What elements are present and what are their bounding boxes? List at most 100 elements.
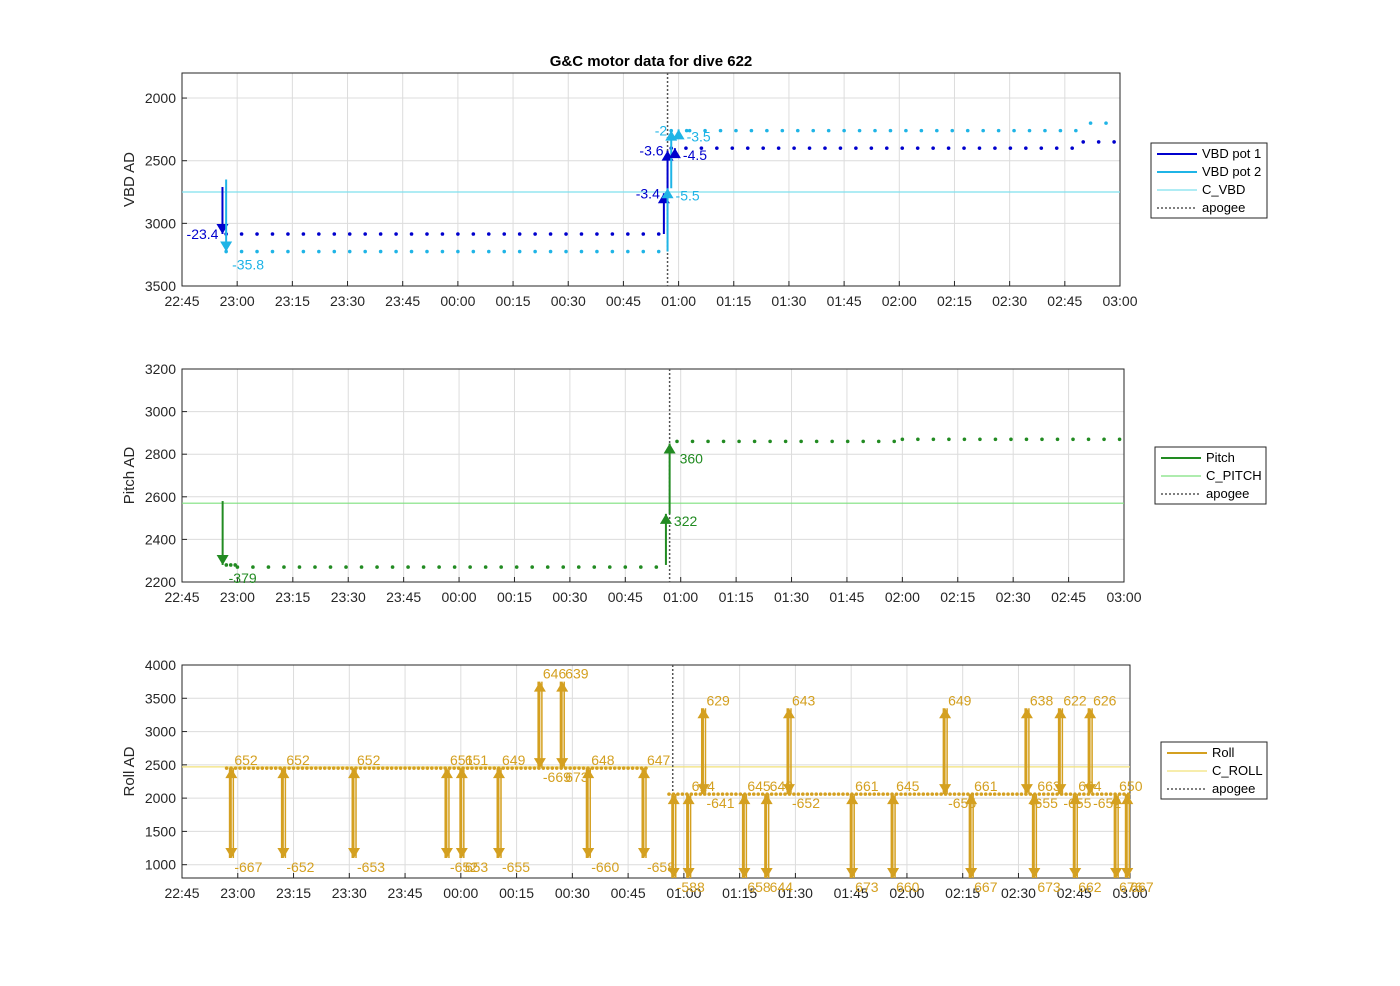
x-tick-label: 00:15 <box>499 885 534 901</box>
data-point <box>818 792 823 796</box>
y-tick-label: 2800 <box>145 446 176 462</box>
data-point <box>530 565 535 569</box>
y-tick-label: 2200 <box>145 574 176 590</box>
data-point <box>607 565 612 569</box>
roll-max-label: 638 <box>1030 692 1054 708</box>
x-tick-label: 22:45 <box>164 293 199 309</box>
data-point <box>978 437 982 442</box>
motor-move-label: -3.5 <box>687 128 711 144</box>
data-point <box>1064 792 1068 796</box>
data-point <box>465 766 470 770</box>
roll-down-arrowhead <box>637 848 650 859</box>
data-point <box>576 565 581 569</box>
x-tick-label: 01:45 <box>829 589 864 605</box>
data-point <box>783 792 787 796</box>
x-tick-label: 23:45 <box>385 293 420 309</box>
x-tick-label: 23:00 <box>220 589 255 605</box>
data-point <box>514 766 519 770</box>
roll-up-arrowhead <box>533 681 546 692</box>
data-point <box>409 249 414 254</box>
data-point <box>1001 792 1006 796</box>
roll-min-label: 662 <box>1078 879 1102 895</box>
data-point <box>807 146 812 150</box>
data-point <box>398 766 403 770</box>
data-point <box>286 232 290 236</box>
data-point <box>505 766 510 770</box>
roll-up-arrowhead <box>667 794 680 805</box>
data-point <box>845 792 850 796</box>
x-tick-label: 02:45 <box>1057 885 1092 901</box>
data-point <box>389 766 394 770</box>
data-point <box>639 565 643 569</box>
x-tick-label: 00:45 <box>606 293 641 309</box>
motor-move-label: -4.5 <box>683 147 707 163</box>
data-point <box>1019 792 1024 796</box>
data-point <box>656 232 661 236</box>
data-point <box>845 439 850 444</box>
data-point <box>233 766 238 770</box>
data-point <box>533 249 537 254</box>
data-point <box>282 565 286 569</box>
data-point <box>519 766 523 770</box>
data-point <box>363 249 367 254</box>
data-point <box>421 565 426 569</box>
data-point <box>703 128 707 133</box>
data-point <box>993 146 997 150</box>
roll-up-arrowhead <box>1054 708 1067 719</box>
roll-down-arrowhead <box>455 848 468 859</box>
y-axis-label: Roll AD <box>121 746 138 796</box>
legend-entry-label: Roll <box>1212 745 1235 760</box>
data-point <box>502 249 507 254</box>
data-point <box>501 766 506 770</box>
x-tick-label: 00:45 <box>608 589 643 605</box>
data-point <box>776 146 781 150</box>
data-point <box>579 249 584 254</box>
roll-up-arrowhead <box>1110 794 1123 805</box>
data-point <box>1040 437 1044 442</box>
roll-up-arrowhead <box>637 768 650 779</box>
data-point <box>957 792 961 796</box>
data-point <box>630 766 635 770</box>
data-point <box>996 128 1001 133</box>
x-tick-label: 23:15 <box>275 293 310 309</box>
data-point <box>345 766 349 770</box>
data-point <box>228 563 233 567</box>
data-point <box>919 128 924 133</box>
roll-min-label: 667 <box>974 879 998 895</box>
data-point <box>1070 146 1074 150</box>
roll-down-arrowhead <box>667 868 680 878</box>
roll-min-label: -652 <box>450 859 478 875</box>
data-point <box>783 439 788 444</box>
data-point <box>626 232 630 236</box>
panel-2: 22:45 23:00 23:15 23:30 23:45 00:00 00:15 00:30… <box>121 361 1267 605</box>
data-point <box>425 249 429 254</box>
data-point <box>483 766 488 770</box>
data-point <box>869 146 874 150</box>
data-point <box>340 766 345 770</box>
data-point <box>756 792 761 796</box>
motor-move-label: -23.4 <box>187 226 219 242</box>
data-point <box>592 565 597 569</box>
roll-max-label: 639 <box>565 666 589 682</box>
roll-down-arrowhead <box>582 848 595 859</box>
data-point <box>734 792 738 796</box>
x-tick-label: 01:00 <box>661 293 696 309</box>
data-point <box>296 766 300 770</box>
data-point <box>1037 792 1042 796</box>
data-point <box>1046 792 1051 796</box>
y-tick-label: 3000 <box>145 215 176 231</box>
data-point <box>577 766 581 770</box>
data-point <box>486 232 491 236</box>
roll-max-label: 652 <box>234 752 258 768</box>
x-tick-label: 01:15 <box>722 885 757 901</box>
data-point <box>407 766 412 770</box>
roll-up-arrowhead <box>493 768 505 779</box>
data-point <box>545 565 550 569</box>
x-tick-label: 02:30 <box>992 293 1027 309</box>
x-tick-label: 03:00 <box>1102 293 1137 309</box>
data-point <box>997 792 1001 796</box>
data-point <box>224 563 229 567</box>
data-point <box>425 232 429 236</box>
data-point <box>814 792 819 796</box>
data-point <box>1088 121 1093 125</box>
